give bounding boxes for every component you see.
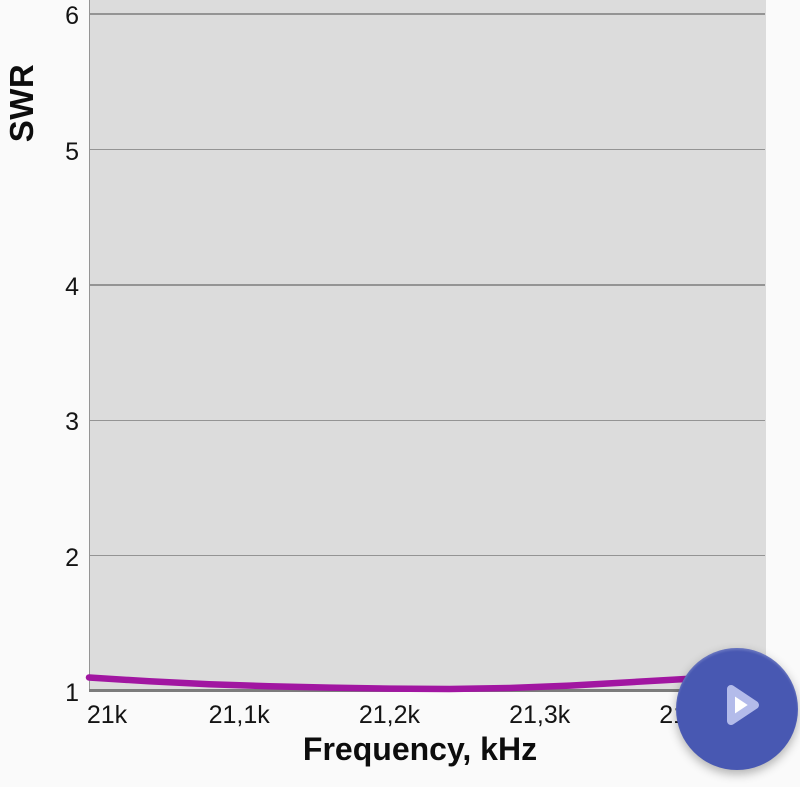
y-tick-label: 6 (65, 2, 79, 31)
x-axis-line (89, 688, 765, 692)
gridline-y3 (89, 419, 765, 422)
y-tick-label: 2 (65, 543, 79, 572)
x-tick-label: 21k (86, 701, 128, 729)
x-tick-label: 21,3k (509, 701, 571, 729)
play-button[interactable] (676, 648, 798, 770)
gridline-y5 (89, 148, 765, 151)
gridline-y4 (89, 284, 765, 286)
y-tick-label: 3 (65, 408, 79, 437)
gridline-y6 (89, 13, 765, 15)
x-tick-label: 21,2k (358, 701, 421, 729)
x-tick-label: 21,1k (208, 701, 270, 729)
play-icon (726, 685, 759, 725)
y-tick-label: 1 (65, 679, 79, 707)
x-axis-title: Frequency, kHz (302, 731, 538, 767)
plot-area[interactable] (89, 0, 766, 691)
y-tick-label: 4 (65, 272, 79, 301)
y-tick-label: 5 (65, 137, 79, 166)
gridline-y2 (89, 554, 765, 557)
